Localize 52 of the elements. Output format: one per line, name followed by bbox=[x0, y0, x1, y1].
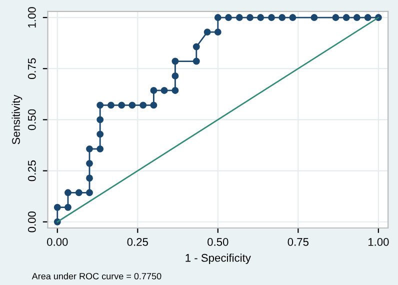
point bbox=[54, 204, 61, 211]
y-tick-label: 0.50 bbox=[28, 109, 36, 130]
point bbox=[236, 14, 243, 22]
point bbox=[96, 102, 104, 109]
x-axis-title: 1 - Specificity bbox=[186, 254, 251, 264]
x-tick-label: 0.00 bbox=[47, 238, 68, 246]
x-tick-label: 1.00 bbox=[368, 238, 389, 246]
point bbox=[332, 14, 340, 22]
point bbox=[214, 14, 222, 22]
point bbox=[246, 14, 254, 22]
point bbox=[64, 204, 72, 211]
point bbox=[172, 87, 179, 94]
y-tick-label: 0.00 bbox=[28, 211, 36, 232]
point bbox=[108, 102, 114, 109]
x-tick-label: 0.75 bbox=[288, 238, 309, 246]
x-tick-label: 0.25 bbox=[127, 238, 148, 246]
point bbox=[150, 102, 158, 109]
point bbox=[204, 28, 211, 36]
point bbox=[96, 116, 104, 124]
text: Area under ROC curve = 0.7750 bbox=[32, 272, 162, 280]
point bbox=[86, 189, 93, 196]
point bbox=[364, 14, 372, 22]
x-tick-label: 0.50 bbox=[208, 238, 228, 246]
point bbox=[75, 189, 82, 196]
point bbox=[268, 14, 275, 22]
point bbox=[289, 14, 296, 22]
point bbox=[172, 72, 179, 80]
point bbox=[192, 43, 200, 50]
point bbox=[172, 58, 179, 65]
y-tick-label: 0.75 bbox=[28, 58, 36, 79]
point bbox=[192, 58, 200, 65]
point bbox=[310, 14, 318, 22]
point bbox=[150, 87, 158, 94]
point bbox=[64, 189, 72, 196]
point bbox=[342, 14, 350, 22]
point bbox=[214, 28, 222, 36]
point bbox=[96, 145, 104, 152]
point bbox=[86, 160, 93, 167]
point bbox=[278, 14, 286, 22]
point bbox=[353, 14, 360, 22]
point bbox=[86, 174, 93, 182]
y-tick-label: 1.00 bbox=[28, 7, 36, 28]
y-tick-label: 0.25 bbox=[28, 160, 36, 182]
point bbox=[225, 14, 232, 22]
point bbox=[96, 130, 104, 138]
point bbox=[86, 145, 93, 152]
y-axis-title: Sensitivity bbox=[12, 94, 22, 144]
point bbox=[128, 102, 136, 109]
point bbox=[118, 102, 126, 109]
point bbox=[257, 14, 264, 22]
point bbox=[140, 102, 147, 109]
point bbox=[160, 87, 168, 94]
